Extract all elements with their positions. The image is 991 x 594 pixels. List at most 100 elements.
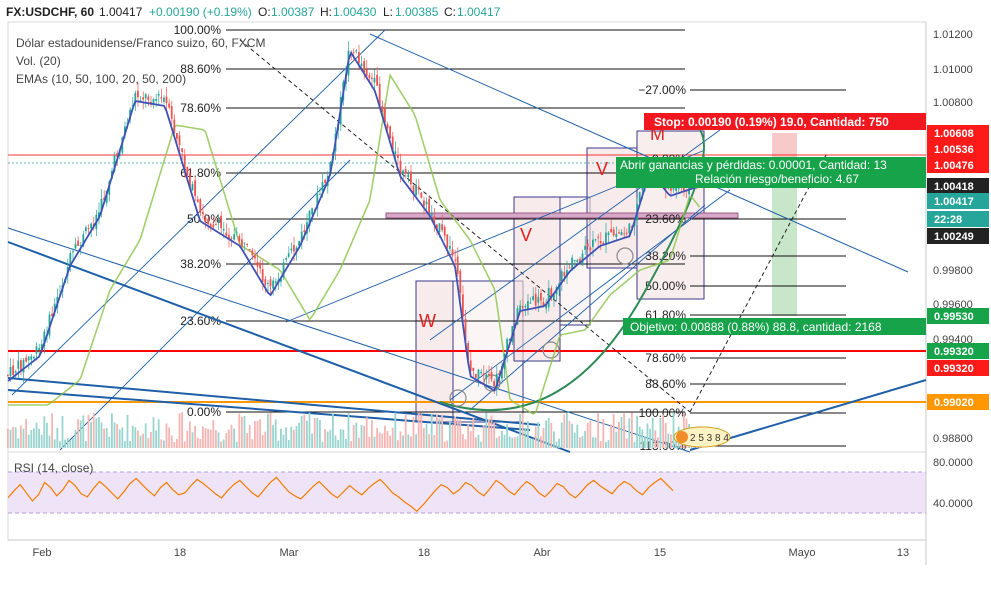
candle[interactable]	[9, 367, 12, 376]
candle[interactable]	[490, 371, 493, 380]
candle[interactable]	[241, 239, 243, 247]
candle[interactable]	[152, 99, 155, 105]
candle[interactable]	[623, 233, 625, 235]
candle[interactable]	[38, 348, 40, 350]
candle[interactable]	[477, 369, 480, 379]
candle[interactable]	[282, 262, 285, 278]
candle[interactable]	[371, 77, 373, 79]
rsi-label[interactable]: RSI (14, close)	[14, 461, 93, 475]
candle[interactable]	[209, 223, 212, 227]
pivot-circle[interactable]	[616, 247, 634, 265]
candle[interactable]	[147, 96, 150, 101]
candle[interactable]	[7, 374, 9, 376]
candle[interactable]	[261, 269, 264, 282]
candle[interactable]	[72, 251, 74, 253]
candle[interactable]	[142, 97, 144, 100]
candle[interactable]	[594, 239, 597, 241]
candle[interactable]	[144, 94, 147, 99]
candle[interactable]	[100, 198, 103, 212]
candle[interactable]	[311, 208, 313, 215]
candle[interactable]	[449, 245, 451, 249]
candle[interactable]	[397, 154, 399, 158]
resistance-zone[interactable]	[385, 212, 739, 219]
candle[interactable]	[446, 234, 449, 248]
candle[interactable]	[638, 192, 641, 203]
candle[interactable]	[233, 234, 235, 240]
candle[interactable]	[272, 280, 274, 289]
candle[interactable]	[602, 243, 605, 245]
candle[interactable]	[248, 249, 251, 251]
candle[interactable]	[157, 93, 160, 96]
candle[interactable]	[620, 231, 623, 236]
candle[interactable]	[137, 90, 139, 98]
candle[interactable]	[269, 279, 272, 287]
candle[interactable]	[290, 248, 293, 251]
candle[interactable]	[173, 119, 176, 134]
candle[interactable]	[189, 173, 191, 189]
candle[interactable]	[298, 241, 300, 246]
candle[interactable]	[550, 288, 553, 297]
candle[interactable]	[222, 228, 225, 231]
candle[interactable]	[256, 262, 259, 267]
candle[interactable]	[451, 249, 454, 256]
candle[interactable]	[53, 303, 56, 313]
candle[interactable]	[20, 360, 22, 372]
candle[interactable]	[542, 302, 545, 307]
candle[interactable]	[599, 241, 602, 244]
candle[interactable]	[373, 77, 376, 83]
candle[interactable]	[87, 228, 90, 230]
candle[interactable]	[246, 243, 248, 246]
candle[interactable]	[672, 187, 675, 190]
candle[interactable]	[404, 169, 407, 174]
candle[interactable]	[352, 51, 355, 53]
candle[interactable]	[394, 151, 397, 154]
candle[interactable]	[215, 224, 217, 226]
trendline[interactable]	[469, 204, 706, 411]
candle[interactable]	[300, 231, 303, 243]
candle[interactable]	[358, 52, 360, 64]
candle[interactable]	[251, 250, 254, 256]
candle[interactable]	[532, 296, 534, 300]
candle[interactable]	[433, 216, 436, 225]
candle[interactable]	[467, 343, 469, 361]
candle[interactable]	[566, 269, 568, 277]
trendline[interactable]	[7, 227, 691, 453]
candle[interactable]	[235, 232, 238, 234]
candle[interactable]	[324, 179, 326, 183]
candle[interactable]	[85, 227, 87, 232]
candle[interactable]	[381, 105, 384, 112]
candle[interactable]	[420, 192, 423, 198]
candle[interactable]	[238, 236, 241, 242]
candle[interactable]	[462, 294, 464, 317]
pivot-circle[interactable]	[542, 341, 560, 359]
candle[interactable]	[183, 154, 186, 169]
candle[interactable]	[308, 210, 311, 227]
candle[interactable]	[454, 259, 456, 261]
candle[interactable]	[391, 136, 394, 152]
candle[interactable]	[628, 223, 631, 234]
candle[interactable]	[40, 343, 43, 351]
candle[interactable]	[181, 148, 183, 152]
candle[interactable]	[287, 253, 290, 257]
candle[interactable]	[407, 174, 410, 178]
candle[interactable]	[134, 92, 137, 104]
candle[interactable]	[220, 215, 222, 229]
events-badge-bg[interactable]	[673, 426, 731, 448]
candle[interactable]	[368, 75, 371, 78]
candle[interactable]	[170, 106, 173, 119]
candle[interactable]	[415, 184, 417, 196]
candle[interactable]	[519, 305, 521, 312]
candle[interactable]	[285, 258, 287, 260]
candle[interactable]	[436, 224, 438, 231]
candle[interactable]	[553, 293, 555, 299]
trendline[interactable]	[7, 241, 571, 453]
trendline[interactable]	[449, 189, 731, 401]
candle[interactable]	[113, 155, 116, 172]
candle[interactable]	[540, 292, 542, 301]
candle[interactable]	[537, 296, 540, 303]
trendline[interactable]	[239, 39, 691, 413]
candle[interactable]	[202, 212, 204, 215]
candle[interactable]	[641, 186, 644, 191]
trendline[interactable]	[59, 159, 351, 451]
candle[interactable]	[625, 232, 628, 234]
